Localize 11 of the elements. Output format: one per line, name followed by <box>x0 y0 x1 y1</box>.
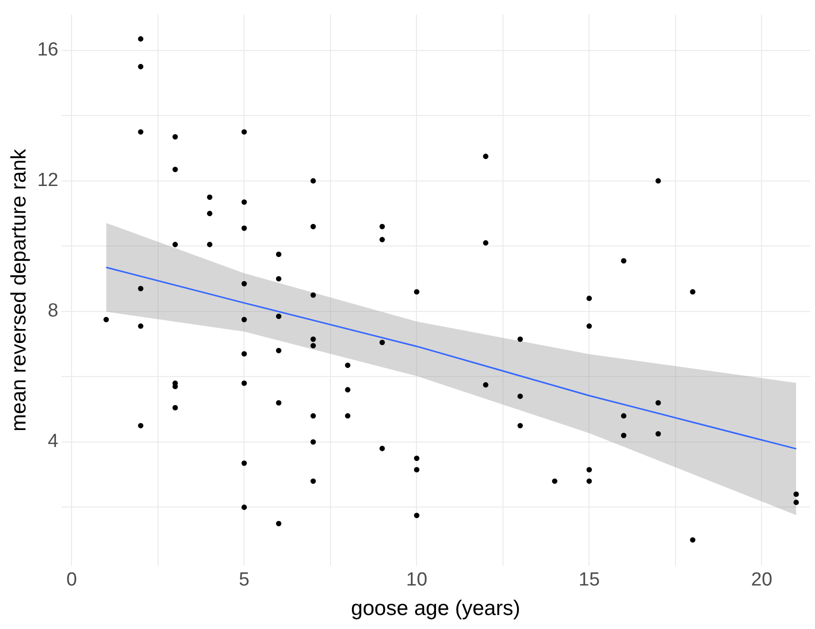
x-axis-title: goose age (years) <box>351 597 520 620</box>
x-tick-label: 5 <box>238 570 250 591</box>
y-tick-label: 4 <box>48 431 59 452</box>
x-tick-label: 10 <box>406 570 428 591</box>
x-tick-label: 20 <box>751 570 772 591</box>
x-tick-label: 0 <box>66 570 77 591</box>
y-tick-label: 12 <box>37 170 58 192</box>
y-tick-label: 16 <box>37 40 58 61</box>
y-tick-label: 8 <box>48 300 58 322</box>
y-axis-title: mean reversed departure rank <box>7 148 30 432</box>
x-tick-label: 15 <box>578 570 600 591</box>
